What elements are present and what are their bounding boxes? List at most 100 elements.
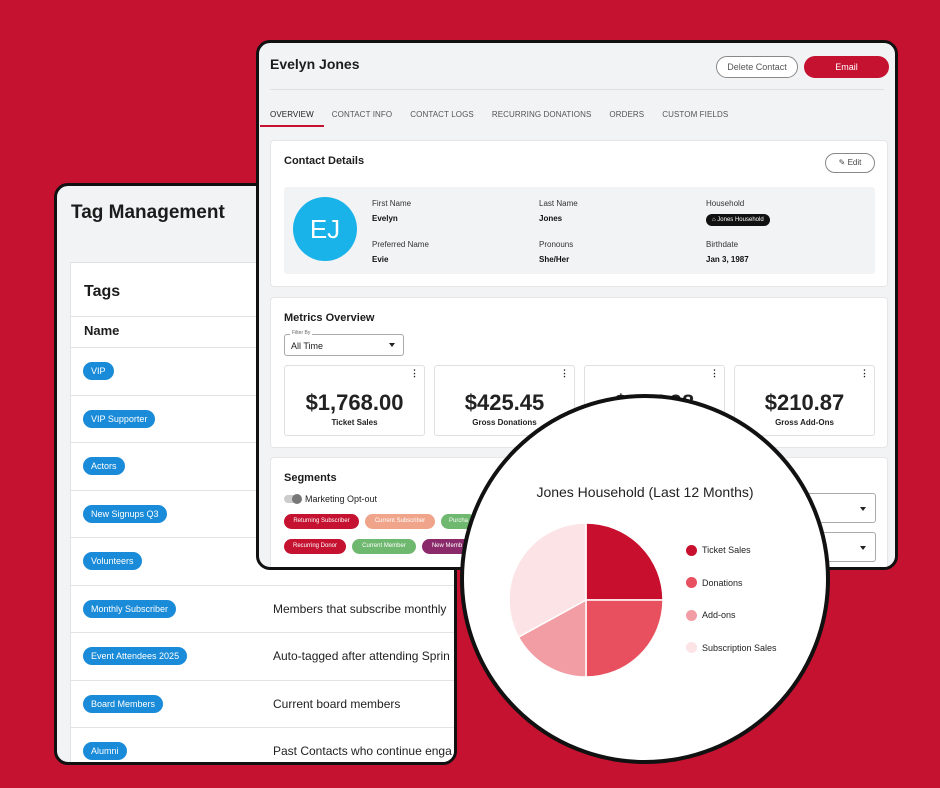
tag-badge[interactable]: New Signups Q3 bbox=[83, 504, 167, 523]
household-name: Jones Household bbox=[717, 217, 764, 223]
tag-description: Current board members bbox=[273, 696, 401, 711]
field-label: Birthdate bbox=[706, 240, 739, 249]
edit-label: Edit bbox=[847, 158, 862, 167]
segments-title: Segments bbox=[284, 472, 337, 484]
marketing-opt-out-toggle[interactable] bbox=[284, 494, 302, 504]
household-field: Household ⌂ Jones Household bbox=[706, 199, 770, 226]
metric-label: Ticket Sales bbox=[331, 418, 378, 427]
tab-overview[interactable]: OVERVIEW bbox=[260, 110, 324, 127]
tag-badge[interactable]: Volunteers bbox=[83, 552, 142, 570]
pronouns-field: Pronouns She/Her bbox=[539, 240, 573, 264]
field-label: First Name bbox=[372, 199, 412, 208]
field-value: Evelyn bbox=[372, 214, 398, 223]
tag-badge[interactable]: Board Members bbox=[83, 694, 164, 713]
pie-chart bbox=[508, 522, 664, 678]
legend-label: Subscription Sales bbox=[702, 642, 777, 653]
metric-card: ⋮ $1,768.00 Ticket Sales bbox=[284, 365, 425, 436]
legend-swatch bbox=[686, 642, 697, 653]
legend-swatch bbox=[686, 609, 697, 621]
contact-details-card: Contact Details ✎ Edit EJ First Name Eve… bbox=[270, 140, 888, 287]
contact-details-title: Contact Details bbox=[284, 155, 365, 167]
last-name-field: Last Name Jones bbox=[539, 199, 578, 223]
tag-badge[interactable]: VIP bbox=[83, 362, 114, 380]
table-row[interactable]: Monthly Subscriber Members that subscribe… bbox=[71, 584, 454, 632]
field-label: Preferred Name bbox=[372, 240, 429, 249]
tab-contact-logs[interactable]: CONTACT LOGS bbox=[410, 110, 474, 119]
contact-name: Evelyn Jones bbox=[270, 56, 360, 72]
legend-label: Donations bbox=[702, 577, 743, 588]
metric-value: $210.87 bbox=[764, 390, 845, 415]
tag-badge[interactable]: Alumni bbox=[83, 742, 127, 760]
table-row[interactable]: Alumni Past Contacts who continue enga bbox=[71, 727, 454, 762]
pie-slice-ticket-sales[interactable] bbox=[585, 522, 664, 601]
legend-swatch bbox=[686, 544, 697, 556]
more-icon[interactable]: ⋮ bbox=[860, 368, 869, 378]
tag-badge[interactable]: Event Attendees 2025 bbox=[83, 647, 188, 665]
chart-legend: Ticket Sales Donations Add-ons Subscription… bbox=[686, 542, 777, 672]
legend-item[interactable]: Donations bbox=[686, 575, 777, 591]
pie-slice-donations[interactable] bbox=[585, 599, 664, 678]
table-row[interactable]: Event Attendees 2025 Auto-tagged after at… bbox=[71, 632, 454, 679]
segment-pill[interactable]: Current Member bbox=[352, 539, 416, 554]
filter-select[interactable]: Filter By All Time bbox=[284, 330, 404, 356]
table-row[interactable]: Board Members Current board members bbox=[71, 679, 454, 727]
home-icon: ⌂ bbox=[712, 217, 716, 223]
caret-down-icon bbox=[860, 507, 866, 511]
tag-description: Members that subscribe monthly bbox=[273, 601, 447, 616]
avatar: EJ bbox=[293, 197, 357, 261]
household-badge[interactable]: ⌂ Jones Household bbox=[706, 214, 770, 226]
filter-label: Filter By bbox=[290, 330, 313, 336]
field-label: Pronouns bbox=[539, 240, 574, 249]
segment-pill[interactable]: Recurring Donor bbox=[284, 539, 346, 554]
field-value: Jan 3, 1987 bbox=[706, 255, 749, 264]
more-icon[interactable]: ⋮ bbox=[410, 368, 419, 378]
tag-badge[interactable]: Actors bbox=[83, 457, 125, 475]
divider bbox=[270, 89, 884, 90]
birthdate-field: Birthdate Jan 3, 1987 bbox=[706, 240, 749, 264]
metrics-title: Metrics Overview bbox=[284, 312, 375, 324]
legend-item[interactable]: Add-ons bbox=[686, 607, 777, 623]
field-value: Jones bbox=[539, 214, 563, 223]
segment-pill[interactable]: Current Subscriber bbox=[365, 514, 435, 529]
more-icon[interactable]: ⋮ bbox=[710, 368, 719, 378]
tags-heading: Tags bbox=[84, 283, 121, 300]
field-label: Last Name bbox=[539, 199, 578, 208]
details-panel: EJ First Name Evelyn Last Name Jones Hou… bbox=[284, 187, 875, 274]
caret-down-icon bbox=[389, 343, 395, 347]
tab-recurring-donations[interactable]: RECURRING DONATIONS bbox=[491, 110, 592, 119]
tag-description: Auto-tagged after attending Sprin bbox=[273, 649, 450, 663]
more-icon[interactable]: ⋮ bbox=[560, 368, 569, 378]
delete-contact-button[interactable]: Delete Contact bbox=[716, 56, 798, 78]
legend-item[interactable]: Ticket Sales bbox=[686, 542, 777, 558]
field-label: Household bbox=[706, 199, 745, 208]
legend-item[interactable]: Subscription Sales bbox=[686, 640, 777, 656]
segment-pill[interactable]: Returning Subscriber bbox=[284, 514, 359, 529]
tag-badge[interactable]: Monthly Subscriber bbox=[83, 599, 177, 618]
metric-label: Gross Add-Ons bbox=[775, 418, 834, 427]
name-column-header[interactable]: Name bbox=[84, 323, 120, 338]
first-name-field: First Name Evelyn bbox=[372, 199, 411, 223]
caret-down-icon bbox=[860, 546, 866, 550]
filter-value: All Time bbox=[291, 341, 324, 351]
household-chart-callout: Jones Household (Last 12 Months) Ticket … bbox=[460, 394, 830, 764]
pie-slice-add-ons[interactable] bbox=[517, 598, 587, 678]
tab-contact-info[interactable]: CONTACT INFO bbox=[331, 110, 393, 119]
chart-title: Jones Household (Last 12 Months) bbox=[536, 484, 754, 500]
field-value: Evie bbox=[372, 255, 389, 264]
pie-slice-subscription-sales[interactable] bbox=[508, 522, 587, 639]
pencil-icon: ✎ bbox=[838, 158, 846, 167]
tab-custom-fields[interactable]: CUSTOM FIELDS bbox=[662, 110, 729, 119]
legend-label: Ticket Sales bbox=[702, 545, 751, 555]
page-title: Tag Management bbox=[71, 202, 225, 223]
tag-badge[interactable]: VIP Supporter bbox=[83, 409, 156, 428]
metric-value: $425.45 bbox=[464, 390, 545, 415]
email-button[interactable]: Email bbox=[804, 56, 889, 78]
tab-bar: OVERVIEW CONTACT INFO CONTACT LOGS RECUR… bbox=[260, 110, 746, 127]
field-value: She/Her bbox=[539, 255, 570, 264]
preferred-name-field: Preferred Name Evie bbox=[372, 240, 429, 264]
segment-pill[interactable]: New Memb bbox=[422, 539, 472, 554]
tab-orders[interactable]: ORDERS bbox=[609, 110, 645, 119]
edit-button[interactable]: ✎ Edit bbox=[825, 153, 875, 173]
toggle-label: Marketing Opt-out bbox=[305, 494, 378, 504]
metric-label: Gross Donations bbox=[472, 418, 537, 427]
